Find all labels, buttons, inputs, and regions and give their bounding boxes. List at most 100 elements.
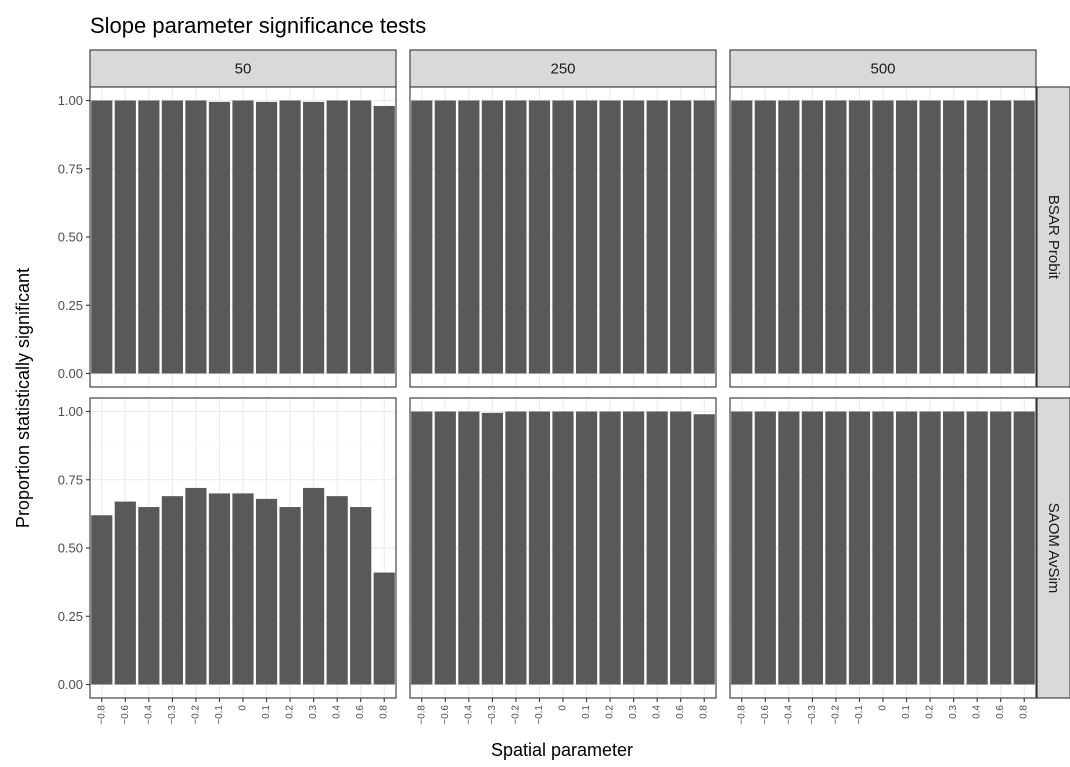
- bar-0.8: [1013, 100, 1035, 374]
- bar--0.3: [801, 411, 823, 685]
- bar-0.4: [646, 411, 668, 685]
- x-tick-label: 0.2: [605, 705, 616, 719]
- bar-0.6: [670, 411, 692, 685]
- x-tick-label: 0.8: [699, 705, 710, 719]
- bar-0.8: [373, 572, 395, 685]
- bar--0.1: [208, 493, 231, 685]
- bar--0.2: [185, 487, 207, 685]
- bar--0.1: [848, 411, 871, 685]
- bar--0.3: [481, 412, 503, 685]
- x-tick-label: 0: [558, 705, 569, 711]
- row-strip-bsar-probit: BSAR Probit: [1036, 86, 1070, 388]
- x-tick-label: 0.8: [1019, 705, 1030, 719]
- bar-0: [232, 493, 254, 685]
- chart-title: Slope parameter significance tests: [90, 13, 426, 38]
- x-tick-label: 0.8: [379, 705, 390, 719]
- bar-0.4: [326, 100, 348, 374]
- x-tick-label: 0.2: [285, 705, 296, 719]
- strip-label: BSAR Probit: [1045, 195, 1062, 280]
- bar--0.3: [161, 100, 183, 374]
- bar-0.6: [990, 100, 1012, 374]
- panel-border: [729, 86, 1037, 388]
- bar--0.8: [731, 411, 753, 685]
- column-strip-500: 500: [729, 49, 1037, 88]
- y-tick-label: 0.25: [58, 609, 83, 624]
- bar-0.8: [373, 105, 395, 374]
- panel-saom-avsim-250: −0.8 −0.6 −0.4 −0.3 −0.2 −0.1 0 0.1 0.2 0.3 0.4 0.6…: [409, 397, 717, 725]
- x-tick-label: 0: [238, 705, 249, 711]
- bar-0: [552, 100, 574, 374]
- bar--0.6: [754, 100, 776, 374]
- column-strip-50: 50: [89, 49, 397, 88]
- panel-bsar-probit-250: [409, 86, 717, 388]
- x-tick-label: −0.4: [463, 705, 474, 725]
- bar-0.4: [326, 496, 348, 685]
- y-tick-label: 0.50: [58, 541, 83, 556]
- x-tick-label: −0.3: [487, 705, 498, 725]
- x-tick-label: 0: [878, 705, 889, 711]
- panel-border: [409, 86, 717, 388]
- bar--0.1: [528, 411, 551, 685]
- x-tick-label: 0.4: [652, 705, 663, 719]
- strip-label: 50: [235, 61, 252, 78]
- y-tick-label: 1.00: [58, 93, 83, 108]
- bar-0.6: [670, 100, 692, 374]
- bar--0.2: [825, 100, 847, 374]
- x-tick-label: 0.1: [261, 705, 272, 719]
- bar--0.8: [91, 100, 113, 374]
- bar-0.6: [990, 411, 1012, 685]
- bar-0.1: [255, 498, 278, 685]
- bar--0.3: [481, 100, 503, 374]
- bar-0.3: [303, 487, 325, 685]
- bar--0.4: [458, 411, 480, 685]
- strip-background: [89, 49, 397, 88]
- bar-0.2: [279, 100, 301, 374]
- bar--0.1: [208, 101, 231, 374]
- x-tick-label: 0.4: [332, 705, 343, 719]
- bar-0.4: [966, 100, 988, 374]
- bar-0.3: [303, 101, 325, 374]
- bar-0.4: [646, 100, 668, 374]
- x-tick-label: −0.4: [783, 705, 794, 725]
- x-tick-label: −0.1: [854, 705, 865, 725]
- bar-0.8: [1013, 411, 1035, 685]
- bar--0.1: [528, 100, 551, 374]
- y-tick-label: 0.00: [58, 677, 83, 692]
- bar-0.1: [255, 101, 278, 374]
- strip-background: [1036, 86, 1070, 388]
- panel-saom-avsim-50: 0.00 0.25 0.50 0.75 1.00 −0.8 −0.6 −0.4 −0.3 −0.2…: [58, 397, 397, 725]
- bar--0.6: [114, 501, 136, 685]
- bar--0.8: [91, 515, 113, 685]
- bar--0.8: [731, 100, 753, 374]
- bar-0.1: [575, 100, 598, 374]
- x-axis-title: Spatial parameter: [491, 740, 633, 760]
- x-tick-label: −0.8: [736, 705, 747, 725]
- bar-0.6: [350, 507, 372, 685]
- bar--0.4: [778, 411, 800, 685]
- x-tick-label: −0.8: [96, 705, 107, 725]
- strip-label: 250: [550, 61, 575, 78]
- row-strip-saom-avsim: SAOM AvSim: [1036, 397, 1070, 699]
- y-tick-label: 0.00: [58, 366, 83, 381]
- bar--0.6: [434, 100, 456, 374]
- strip-background: [409, 49, 717, 88]
- bar-0.1: [895, 411, 918, 685]
- x-tick-label: 0.1: [581, 705, 592, 719]
- bar--0.4: [458, 100, 480, 374]
- panel-saom-avsim-500: −0.8 −0.6 −0.4 −0.3 −0.2 −0.1 0 0.1 0.2 0.3 0.4 0.6…: [729, 397, 1037, 725]
- x-tick-label: −0.1: [534, 705, 545, 725]
- bar-0.8: [693, 414, 715, 685]
- bar--0.6: [754, 411, 776, 685]
- strip-label: 500: [870, 61, 895, 78]
- bar-0.2: [279, 507, 301, 685]
- x-tick-label: −0.1: [214, 705, 225, 725]
- panel-bsar-probit-50: 0.00 0.25 0.50 0.75 1.00: [58, 86, 397, 388]
- bar--0.4: [778, 100, 800, 374]
- bar--0.3: [161, 496, 183, 685]
- x-tick-label: 0.4: [972, 705, 983, 719]
- bar--0.6: [114, 100, 136, 374]
- y-tick-label: 0.50: [58, 230, 83, 245]
- bar-0.2: [599, 411, 621, 685]
- y-tick-label: 0.75: [58, 472, 83, 487]
